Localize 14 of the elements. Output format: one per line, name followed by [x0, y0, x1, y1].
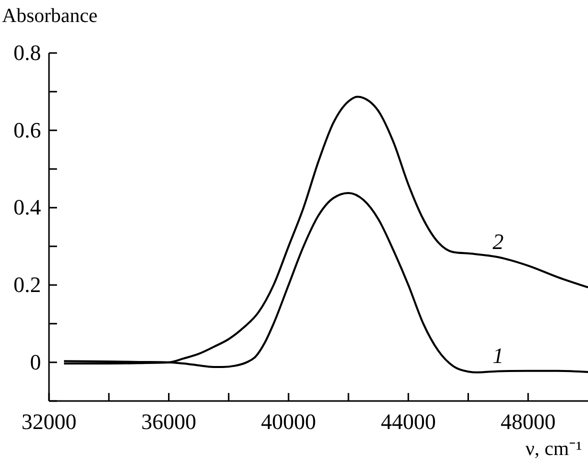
x-tick-label: 48000 [500, 409, 556, 434]
y-tick-label: 0.2 [14, 272, 41, 297]
y-tick-label: 0 [30, 349, 41, 374]
series-label: 2 [492, 229, 504, 254]
y-tick-label: 0.4 [14, 194, 41, 220]
x-tick-label: 44000 [380, 409, 436, 434]
x-tick-label: 40000 [261, 409, 316, 434]
series-label: 1 [492, 343, 504, 368]
x-axis-title: ν, cm⁻¹ [526, 438, 582, 460]
y-axis-title: Absorbance [2, 5, 98, 27]
y-tick-label: 0.6 [14, 117, 41, 142]
x-tick-label: 36000 [141, 409, 196, 434]
y-tick-label: 0.8 [14, 40, 41, 65]
x-tick-label: 32000 [22, 409, 76, 434]
